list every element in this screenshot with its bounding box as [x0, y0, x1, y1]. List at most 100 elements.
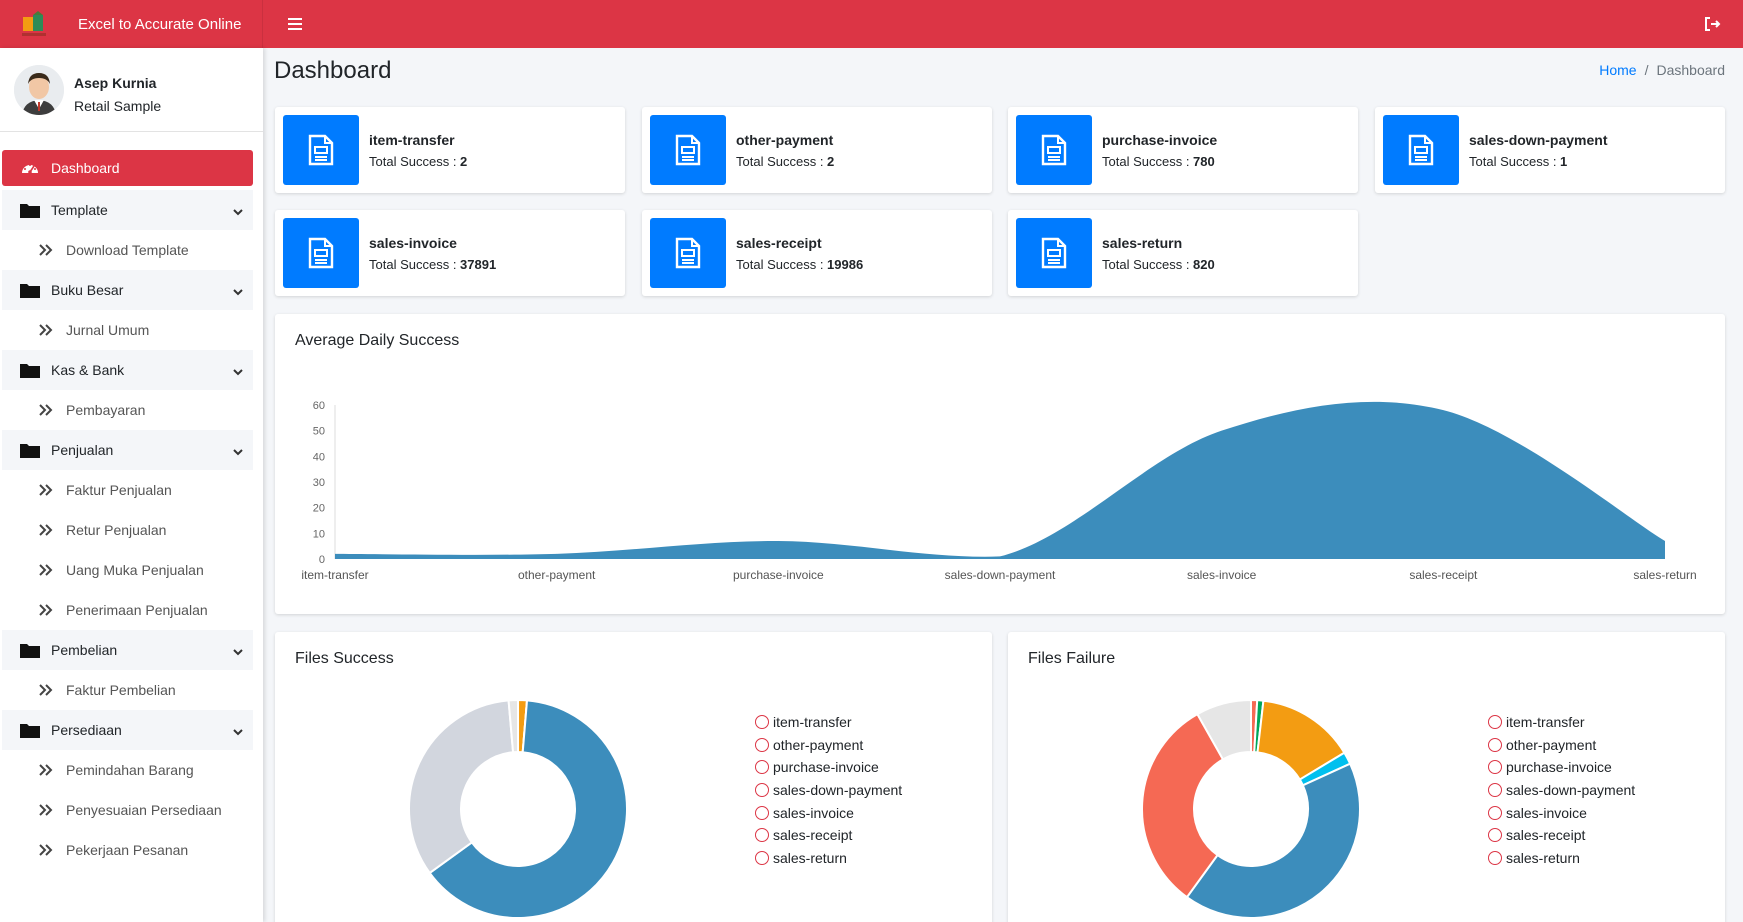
legend-label: sales-receipt	[1506, 827, 1586, 844]
angle-double-right-icon	[38, 524, 54, 536]
x-tick-label: other-payment	[518, 568, 596, 582]
sidebar-menu: Dashboard Template Download Template Buk…	[0, 150, 263, 870]
avatar	[14, 65, 64, 115]
sidebar-item-retur-penjualan[interactable]: Retur Penjualan	[0, 510, 263, 550]
legend-label: other-payment	[773, 736, 864, 753]
breadcrumb-home-link[interactable]: Home	[1599, 62, 1637, 78]
legend-circle-icon	[1488, 715, 1502, 730]
legend-circle-icon	[755, 783, 769, 798]
info-box-sales-down-payment: sales-down-payment Total Success : 1	[1375, 107, 1725, 193]
sidebar-item-penyesuaian-persediaan[interactable]: Penyesuaian Persediaan	[0, 790, 263, 830]
user-company: Retail Sample	[74, 98, 162, 114]
sidebar-item-faktur-pembelian[interactable]: Faktur Pembelian	[0, 670, 263, 710]
info-box-sales-receipt: sales-receipt Total Success : 19986	[642, 210, 992, 296]
info-box-count: Total Success : 1	[1469, 153, 1568, 169]
info-box-title: sales-return	[1102, 234, 1183, 251]
sidebar: Asep Kurnia Retail Sample Dashboard Temp…	[0, 48, 263, 922]
logout-icon[interactable]	[1701, 13, 1723, 35]
file-document-icon	[650, 218, 726, 288]
chart-legend: item-transfer other-payment purchase-invoi…	[1488, 711, 1635, 869]
x-tick-label: purchase-invoice	[733, 568, 824, 582]
user-panel: Asep Kurnia Retail Sample	[0, 48, 263, 132]
sidebar-item-label: Jurnal Umum	[66, 322, 150, 338]
sidebar-group-label: Buku Besar	[51, 282, 124, 298]
file-document-icon	[1383, 115, 1459, 185]
info-box-title: sales-receipt	[736, 234, 822, 251]
legend-item[interactable]: purchase-invoice	[1488, 756, 1635, 779]
legend-label: sales-down-payment	[1506, 782, 1636, 799]
sidebar-item-label: Pemindahan Barang	[66, 762, 194, 778]
angle-double-right-icon	[38, 764, 54, 776]
angle-double-right-icon	[38, 604, 54, 616]
legend-item[interactable]: sales-invoice	[755, 801, 902, 824]
sidebar-item-pekerjaan-pesanan[interactable]: Pekerjaan Pesanan	[0, 830, 263, 870]
legend-circle-icon	[755, 715, 769, 730]
app-logo-icon	[20, 9, 50, 39]
x-tick-label: sales-receipt	[1409, 568, 1478, 582]
chart-title: Average Daily Success	[295, 332, 460, 349]
x-tick-label: sales-down-payment	[945, 568, 1056, 582]
legend-circle-icon	[1488, 850, 1502, 865]
sidebar-group-penjualan[interactable]: Penjualan	[2, 430, 253, 470]
legend-item[interactable]: sales-return	[1488, 847, 1635, 870]
y-tick-label: 10	[313, 528, 325, 540]
sidebar-item-pembayaran[interactable]: Pembayaran	[0, 390, 263, 430]
sidebar-group-template[interactable]: Template	[2, 190, 253, 230]
sidebar-item-label: Faktur Penjualan	[66, 482, 172, 498]
legend-circle-icon	[1488, 783, 1502, 798]
info-box-title: other-payment	[736, 131, 834, 148]
info-box-count: Total Success : 2	[736, 153, 835, 169]
info-box-title: sales-down-payment	[1469, 131, 1608, 148]
user-name: Asep Kurnia	[74, 75, 157, 91]
legend-item[interactable]: sales-down-payment	[1488, 779, 1635, 802]
info-box-count: Total Success : 19986	[736, 256, 864, 272]
sidebar-item-label: Pembayaran	[66, 402, 146, 418]
sidebar-group-persediaan[interactable]: Persediaan	[2, 710, 253, 750]
sidebar-group-label: Pembelian	[51, 642, 118, 658]
sidebar-item-dashboard[interactable]: Dashboard	[2, 150, 253, 186]
pie-slice	[1185, 762, 1361, 919]
legend-item[interactable]: other-payment	[1488, 734, 1635, 757]
legend-label: item-transfer	[1506, 714, 1585, 731]
average-daily-success-card: Average Daily Success 0 10 20 30 40 50 60 item-…	[275, 314, 1725, 614]
legend-item[interactable]: sales-invoice	[1488, 801, 1635, 824]
sidebar-item-uang-muka-penjualan[interactable]: Uang Muka Penjualan	[0, 550, 263, 590]
sidebar-item-download-template[interactable]: Download Template	[0, 230, 263, 270]
chart-title: Files Failure	[1028, 650, 1116, 667]
sidebar-group-kas-bank[interactable]: Kas & Bank	[2, 350, 253, 390]
legend-item[interactable]: item-transfer	[755, 711, 902, 734]
file-document-icon	[283, 115, 359, 185]
chevron-down-icon	[233, 444, 243, 456]
sidebar-group-pembelian[interactable]: Pembelian	[2, 630, 253, 670]
legend-item[interactable]: sales-receipt	[1488, 824, 1635, 847]
x-tick-label: sales-invoice	[1187, 568, 1257, 582]
sidebar-item-label: Uang Muka Penjualan	[66, 562, 204, 578]
sidebar-item-label: Penyesuaian Persediaan	[66, 802, 222, 818]
chevron-down-icon	[233, 204, 243, 216]
info-box-title: sales-invoice	[369, 234, 457, 251]
brand[interactable]: Excel to Accurate Online	[0, 0, 263, 48]
legend-label: purchase-invoice	[773, 759, 879, 776]
chevron-down-icon	[233, 284, 243, 296]
sidebar-item-faktur-penjualan[interactable]: Faktur Penjualan	[0, 470, 263, 510]
sidebar-item-jurnal-umum[interactable]: Jurnal Umum	[0, 310, 263, 350]
legend-label: sales-invoice	[1506, 804, 1587, 821]
info-box-other-payment: other-payment Total Success : 2	[642, 107, 992, 193]
folder-icon	[19, 441, 41, 459]
legend-item[interactable]: sales-receipt	[755, 824, 902, 847]
info-box-item-transfer: item-transfer Total Success : 2	[275, 107, 625, 193]
area-series-path	[335, 401, 1665, 559]
legend-item[interactable]: sales-down-payment	[755, 779, 902, 802]
chevron-down-icon	[233, 364, 243, 376]
legend-item[interactable]: item-transfer	[1488, 711, 1635, 734]
sidebar-group-buku-besar[interactable]: Buku Besar	[2, 270, 253, 310]
sidebar-item-pemindahan-barang[interactable]: Pemindahan Barang	[0, 750, 263, 790]
y-tick-label: 0	[319, 554, 325, 566]
legend-item[interactable]: purchase-invoice	[755, 756, 902, 779]
files-failure-card: Files Failure item-transfer other-payment…	[1008, 632, 1725, 922]
menu-toggle-icon[interactable]	[284, 13, 306, 35]
legend-item[interactable]: sales-return	[755, 847, 902, 870]
sidebar-item-penerimaan-penjualan[interactable]: Penerimaan Penjualan	[0, 590, 263, 630]
chart-title: Files Success	[295, 650, 394, 667]
legend-item[interactable]: other-payment	[755, 734, 902, 757]
